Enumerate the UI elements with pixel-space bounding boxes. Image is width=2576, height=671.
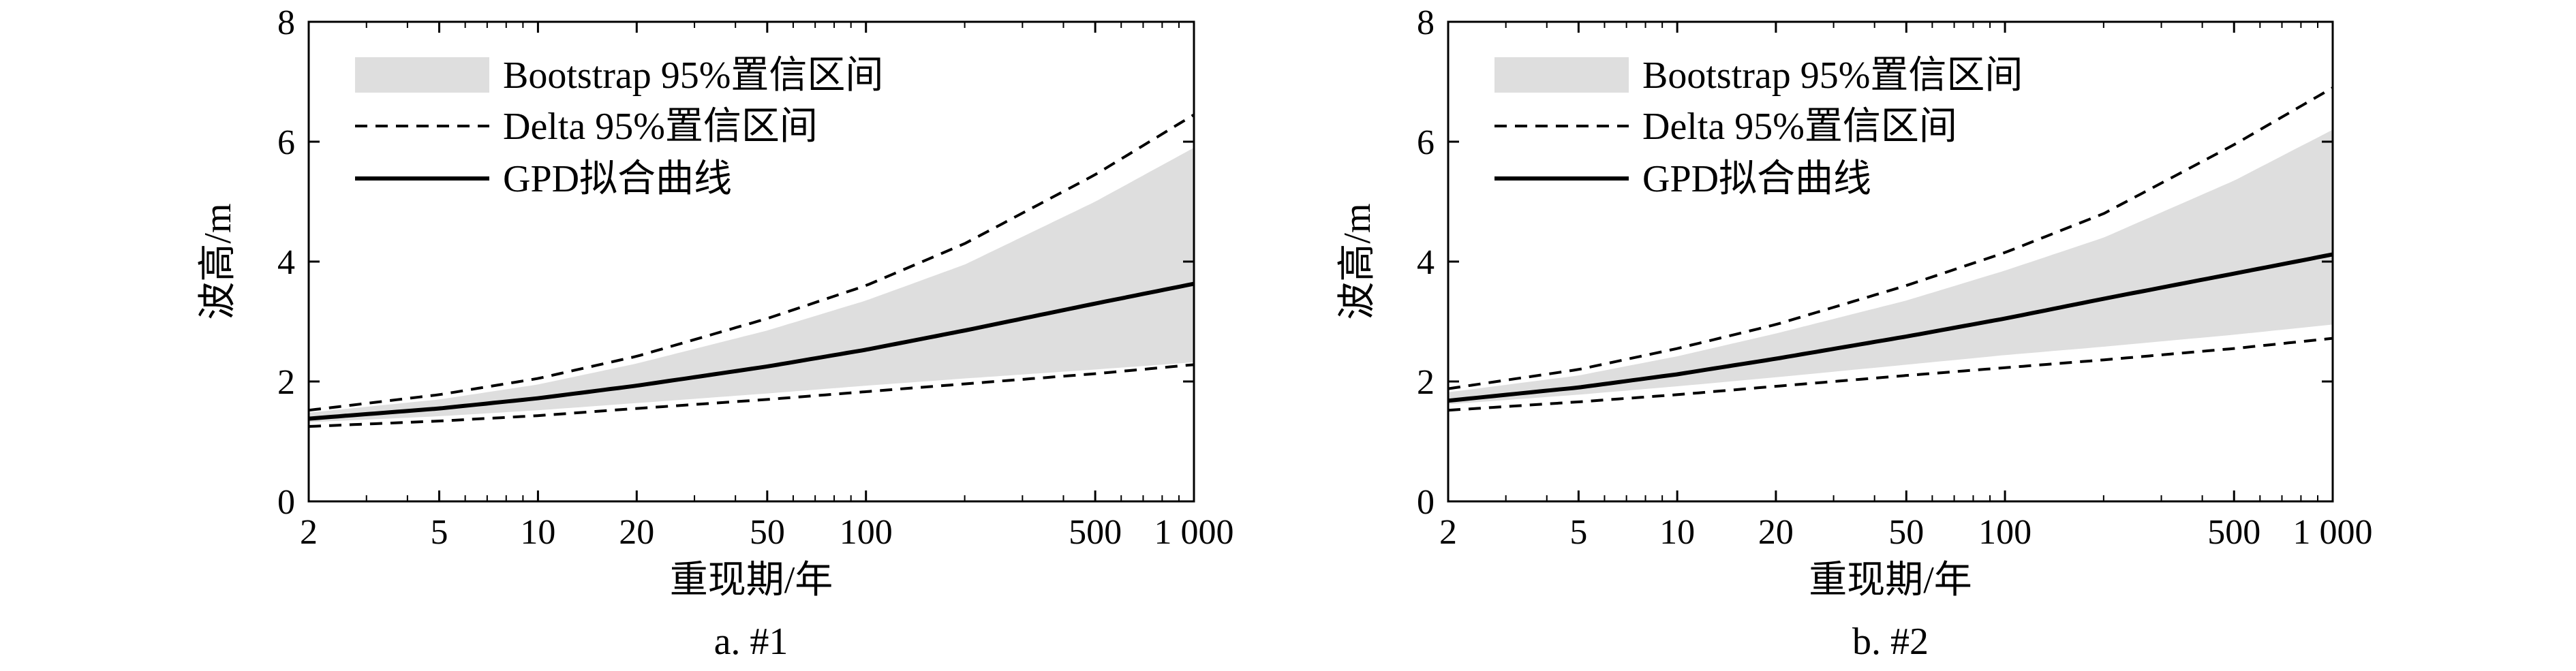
legend-label-bootstrap: Bootstrap 95%置信区间 bbox=[503, 54, 883, 97]
y-axis-label: 波高/m bbox=[197, 203, 239, 319]
x-tick-label: 5 bbox=[431, 513, 448, 552]
legend-label-gpd: GPD拟合曲线 bbox=[1642, 158, 1871, 200]
legend-label-gpd: GPD拟合曲线 bbox=[503, 158, 732, 200]
y-tick-label: 2 bbox=[1417, 363, 1435, 402]
bootstrap-band bbox=[309, 147, 1194, 422]
x-tick-label: 500 bbox=[1069, 513, 1122, 552]
x-tick-label: 20 bbox=[619, 513, 654, 552]
y-tick-label: 8 bbox=[1417, 3, 1435, 42]
delta-lower-line bbox=[308, 363, 1195, 428]
y-tick-label: 4 bbox=[277, 243, 295, 282]
x-tick-label: 10 bbox=[520, 513, 555, 552]
x-tick-label: 500 bbox=[2207, 513, 2260, 552]
legend: Bootstrap 95%置信区间 Delta 95%置信区间 GPD拟合曲线 bbox=[1494, 54, 2023, 200]
legend-label-bootstrap: Bootstrap 95%置信区间 bbox=[1642, 54, 2023, 97]
x-tick-label: 50 bbox=[750, 513, 785, 552]
x-tick-label: 50 bbox=[1888, 513, 1924, 552]
x-axis-label: 重现期/年 bbox=[670, 559, 833, 602]
delta-upper-line bbox=[1447, 87, 2333, 390]
legend-label-delta: Delta 95%置信区间 bbox=[503, 106, 818, 148]
x-tick-label: 5 bbox=[1569, 513, 1587, 552]
x-tick-label: 2 bbox=[1439, 513, 1457, 552]
y-tick-label: 2 bbox=[277, 363, 295, 402]
legend: Bootstrap 95%置信区间 Delta 95%置信区间 GPD拟合曲线 bbox=[355, 54, 883, 200]
legend-swatch-bootstrap bbox=[355, 57, 489, 93]
y-tick-label: 6 bbox=[1417, 123, 1435, 162]
y-tick-label: 0 bbox=[277, 483, 295, 522]
delta-lower-line bbox=[1447, 337, 2333, 412]
y-axis-label: 波高/m bbox=[1336, 203, 1379, 319]
x-tick-label: 100 bbox=[840, 513, 893, 552]
legend-swatch-bootstrap bbox=[1494, 57, 1629, 93]
delta-upper-line bbox=[308, 113, 1195, 412]
y-tick-label: 8 bbox=[277, 3, 295, 42]
x-tick-label: 10 bbox=[1659, 513, 1695, 552]
y-tick-label: 6 bbox=[277, 123, 295, 162]
y-tick-label: 0 bbox=[1417, 483, 1435, 522]
gpd-fit-line bbox=[1447, 252, 2333, 403]
x-tick-label: 100 bbox=[1978, 513, 2031, 552]
x-tick-label: 1 000 bbox=[1154, 513, 1234, 552]
bootstrap-band bbox=[1448, 129, 2333, 405]
x-tick-label: 1 000 bbox=[2293, 513, 2373, 552]
legend-label-delta: Delta 95%置信区间 bbox=[1642, 106, 1957, 148]
y-tick-label: 4 bbox=[1417, 243, 1435, 282]
x-tick-label: 20 bbox=[1758, 513, 1794, 552]
panel-caption: b. #2 bbox=[1852, 621, 1929, 663]
panel-caption: a. #1 bbox=[714, 621, 788, 663]
x-axis-label: 重现期/年 bbox=[1809, 559, 1972, 602]
x-tick-label: 2 bbox=[300, 513, 318, 552]
gpd-fit-line bbox=[308, 281, 1195, 421]
